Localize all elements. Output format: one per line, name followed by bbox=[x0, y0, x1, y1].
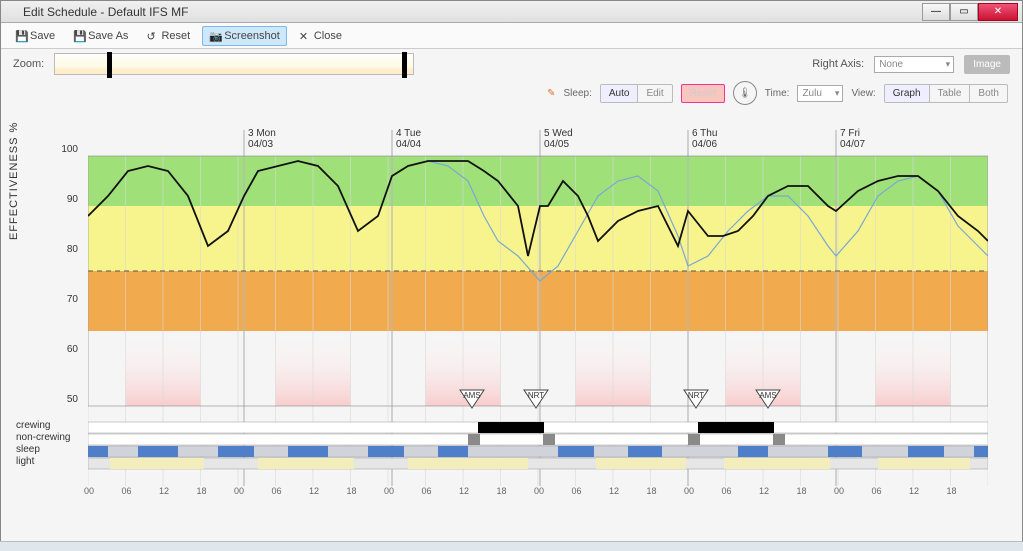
reset-label: Reset bbox=[161, 30, 190, 42]
x-hour-labels: 0006121800061218000612180006121800061218… bbox=[88, 486, 988, 502]
screenshot-button[interactable]: 📷 Screenshot bbox=[202, 26, 287, 46]
image-button[interactable]: Image bbox=[964, 55, 1010, 74]
control-row-2: ✎ Sleep: Auto Edit Reset 🌡 Time: Zulu Vi… bbox=[1, 79, 1022, 107]
sleep-edit[interactable]: Edit bbox=[638, 85, 671, 102]
y-axis-label: EFFECTIVENESS % bbox=[8, 122, 20, 240]
minimize-button[interactable]: — bbox=[922, 3, 950, 21]
toolbar: 💾 Save 💾 Save As ↺ Reset 📷 Screenshot ✕ … bbox=[1, 23, 1022, 49]
effectiveness-chart: AMS NRT NRT AMS bbox=[88, 126, 988, 506]
save-as-button[interactable]: 💾 Save As bbox=[67, 27, 134, 45]
view-table[interactable]: Table bbox=[930, 85, 971, 102]
screenshot-label: Screenshot bbox=[224, 30, 280, 42]
svg-text:AMS: AMS bbox=[463, 391, 480, 400]
save-label: Save bbox=[30, 30, 55, 42]
zoom-label: Zoom: bbox=[13, 58, 44, 70]
chart-area: EFFECTIVENESS % 5060708090100 crewingnon… bbox=[40, 120, 990, 515]
camera-icon: 📷 bbox=[209, 30, 221, 42]
zoom-overview[interactable] bbox=[54, 53, 414, 75]
close-window-button[interactable]: ✕ bbox=[978, 3, 1018, 21]
taskbar-crop bbox=[0, 541, 1023, 551]
reset-button[interactable]: ↺ Reset bbox=[140, 27, 196, 45]
sleep-auto[interactable]: Auto bbox=[601, 85, 639, 102]
time-label: Time: bbox=[765, 88, 790, 99]
right-axis-label: Right Axis: bbox=[812, 58, 864, 70]
sleep-reset[interactable]: Reset bbox=[681, 84, 725, 103]
svg-text:NRT: NRT bbox=[528, 391, 544, 400]
disk-icon: 💾 bbox=[73, 30, 85, 42]
svg-text:AMS: AMS bbox=[759, 391, 776, 400]
app-window: Edit Schedule - Default IFS MF — ▭ ✕ 💾 S… bbox=[0, 0, 1023, 551]
view-graph[interactable]: Graph bbox=[885, 85, 930, 102]
time-select[interactable]: Zulu bbox=[797, 85, 843, 102]
svg-text:NRT: NRT bbox=[688, 391, 704, 400]
window-controls: — ▭ ✕ bbox=[922, 3, 1018, 21]
disk-icon: 💾 bbox=[15, 30, 27, 42]
saveas-label: Save As bbox=[88, 30, 128, 42]
sleep-label: Sleep: bbox=[564, 88, 592, 99]
view-segment: Graph Table Both bbox=[884, 84, 1008, 103]
row-labels: crewingnon-crewingsleeplight bbox=[16, 420, 70, 468]
control-row-1: Zoom: Right Axis: None Image bbox=[1, 49, 1022, 79]
right-axis-select[interactable]: None bbox=[874, 56, 954, 73]
y-ticks: 5060708090100 bbox=[50, 155, 78, 405]
close-button[interactable]: ✕ Close bbox=[293, 27, 348, 45]
view-both[interactable]: Both bbox=[970, 85, 1007, 102]
undo-icon: ↺ bbox=[146, 30, 158, 42]
sleep-mode-segment: Auto Edit bbox=[600, 84, 673, 103]
close-label: Close bbox=[314, 30, 342, 42]
thermometer-icon[interactable]: 🌡 bbox=[733, 81, 757, 105]
titlebar: Edit Schedule - Default IFS MF — ▭ ✕ bbox=[1, 1, 1022, 23]
view-label: View: bbox=[851, 88, 875, 99]
sleep-pencil-icon: ✎ bbox=[547, 88, 555, 99]
window-title: Edit Schedule - Default IFS MF bbox=[5, 5, 922, 19]
x-icon: ✕ bbox=[299, 30, 311, 42]
maximize-button[interactable]: ▭ bbox=[950, 3, 978, 21]
save-button[interactable]: 💾 Save bbox=[9, 27, 61, 45]
zoom-handle-right[interactable] bbox=[402, 52, 407, 78]
zoom-handle-left[interactable] bbox=[107, 52, 112, 78]
